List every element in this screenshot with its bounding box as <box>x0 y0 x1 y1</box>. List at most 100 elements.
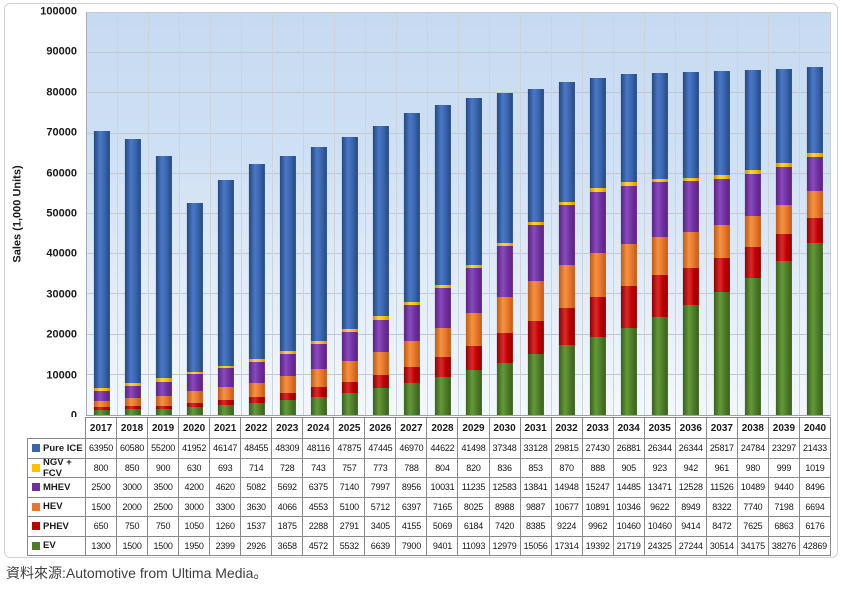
bar-segment-hev <box>217 387 235 401</box>
bar-segment-hev <box>155 395 173 406</box>
bar-segment-phev <box>93 407 111 410</box>
bar-segment-phev <box>775 233 793 262</box>
value-cell-ev-2030: 12979 <box>489 536 521 556</box>
value-cell-phev-2038: 7625 <box>737 517 769 537</box>
value-cell-ngv-+-fcv-2029: 820 <box>458 458 490 478</box>
bar-segment-ngv-+-fcv <box>620 182 638 186</box>
value-cell-phev-2039: 6863 <box>768 517 800 537</box>
value-cell-hev-2030: 8988 <box>489 497 521 517</box>
bar-segment-phev <box>186 402 204 408</box>
bar-segment-mhev <box>682 181 700 232</box>
bar-segment-mhev <box>155 381 173 396</box>
bar-segment-phev <box>434 356 452 378</box>
bar-segment-ev <box>155 408 173 415</box>
value-cell-hev-2038: 7740 <box>737 497 769 517</box>
bar-segment-mhev <box>651 182 669 237</box>
bar-segment-phev <box>589 297 607 338</box>
bar-segment-pure-ice <box>341 136 359 330</box>
value-cell-hev-2021: 3300 <box>210 497 242 517</box>
bar-segment-pure-ice <box>310 147 328 341</box>
year-cell-2023: 2023 <box>272 417 304 439</box>
bar-segment-ngv-+-fcv <box>651 178 669 183</box>
year-cell-2035: 2035 <box>644 417 676 439</box>
plot-area <box>86 12 831 416</box>
value-cell-mhev-2034: 14485 <box>613 478 645 498</box>
source-note: 資料來源:Automotive from Ultima Media。 <box>6 565 268 581</box>
value-cell-pure-ice-2018: 60580 <box>117 439 149 459</box>
stacked-bar-2030 <box>496 13 514 415</box>
stacked-bar-2033 <box>589 13 607 415</box>
year-cell-2025: 2025 <box>334 417 366 439</box>
bar-segment-hev <box>589 253 607 297</box>
legend-item-mhev: MHEV <box>27 478 86 498</box>
bar-column-2040 <box>800 13 830 415</box>
bar-segment-pure-ice <box>558 82 576 202</box>
value-cell-phev-2025: 2791 <box>334 517 366 537</box>
bar-segment-pure-ice <box>713 70 731 175</box>
bar-segment-hev <box>248 382 266 398</box>
value-cell-phev-2037: 8472 <box>706 517 738 537</box>
bar-segment-pure-ice <box>651 72 669 179</box>
legend-swatch <box>32 463 40 472</box>
bar-column-2025 <box>335 13 366 415</box>
value-cell-pure-ice-2020: 41952 <box>179 439 211 459</box>
value-cell-ev-2026: 6639 <box>365 536 397 556</box>
year-cell-2018: 2018 <box>117 417 149 439</box>
value-cell-mhev-2033: 15247 <box>582 478 614 498</box>
bar-segment-hev <box>403 340 421 367</box>
bar-column-2020 <box>180 13 211 415</box>
bar-segment-phev <box>403 366 421 384</box>
value-cell-mhev-2021: 4620 <box>210 478 242 498</box>
bar-segment-pure-ice <box>279 156 297 351</box>
y-tick-label: 40000 <box>46 247 77 260</box>
y-tick-label: 90000 <box>46 45 77 58</box>
bar-segment-hev <box>372 351 390 375</box>
legend-swatch <box>32 541 40 550</box>
value-cell-hev-2031: 9887 <box>520 497 552 517</box>
value-cell-ngv-+-fcv-2018: 850 <box>117 458 149 478</box>
value-cell-ev-2031: 15056 <box>520 536 552 556</box>
value-cell-pure-ice-2023: 48309 <box>272 439 304 459</box>
stacked-bar-2032 <box>558 13 576 415</box>
value-cell-pure-ice-2024: 48116 <box>303 439 335 459</box>
bar-segment-ev <box>465 370 483 415</box>
bar-segment-ev <box>310 396 328 415</box>
bar-segment-pure-ice <box>217 180 235 366</box>
y-tick-label: 50000 <box>46 207 77 220</box>
value-cell-ngv-+-fcv-2032: 870 <box>551 458 583 478</box>
value-cell-ngv-+-fcv-2017: 800 <box>86 458 118 478</box>
bar-segment-phev <box>155 405 173 409</box>
value-cell-ev-2035: 24325 <box>644 536 676 556</box>
bar-segment-mhev <box>713 178 731 225</box>
value-cell-phev-2026: 3405 <box>365 517 397 537</box>
value-cell-mhev-2029: 11235 <box>458 478 490 498</box>
value-cell-pure-ice-2038: 24784 <box>737 439 769 459</box>
bar-segment-hev <box>744 215 762 247</box>
y-tick-label: 80000 <box>46 86 77 99</box>
value-cell-hev-2028: 7165 <box>427 497 459 517</box>
bar-segment-pure-ice <box>744 70 762 170</box>
y-axis: 0 10000 20000 30000 40000 50000 60000 70000 8000… <box>23 6 83 421</box>
value-cell-phev-2030: 7420 <box>489 517 521 537</box>
year-cell-2030: 2030 <box>489 417 521 439</box>
value-cell-hev-2040: 6694 <box>799 497 831 517</box>
value-cell-ev-2020: 1950 <box>179 536 211 556</box>
bar-segment-ev <box>496 362 514 415</box>
value-cell-pure-ice-2027: 46970 <box>396 439 428 459</box>
value-cell-mhev-2025: 7140 <box>334 478 366 498</box>
bar-segment-ngv-+-fcv <box>682 177 700 182</box>
bar-segment-mhev <box>217 368 235 388</box>
bar-segment-phev <box>496 333 514 363</box>
y-tick-label: 20000 <box>46 328 77 341</box>
value-cell-phev-2022: 1537 <box>241 517 273 537</box>
stacked-bar-2025 <box>341 13 359 415</box>
bar-segment-mhev <box>620 185 638 245</box>
bar-segment-mhev <box>341 332 359 362</box>
bar-column-2018 <box>118 13 149 415</box>
bar-segment-mhev <box>248 362 266 383</box>
value-cell-ev-2023: 3658 <box>272 536 304 556</box>
value-cell-phev-2023: 1875 <box>272 517 304 537</box>
bar-segment-phev <box>744 246 762 278</box>
bar-column-2022 <box>242 13 273 415</box>
value-cell-ev-2025: 5532 <box>334 536 366 556</box>
